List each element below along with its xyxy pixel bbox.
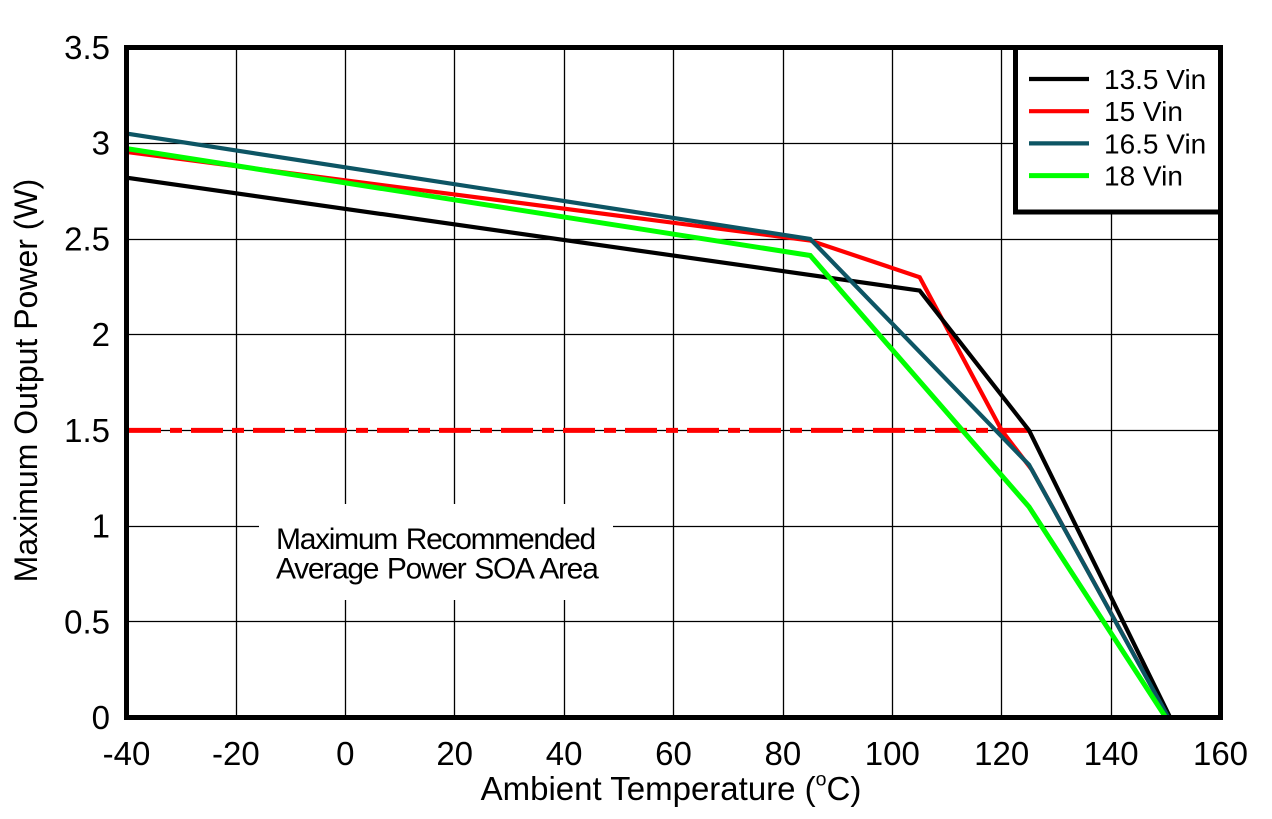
- svg-text:15 Vin: 15 Vin: [1104, 96, 1183, 127]
- svg-text:Average Power SOA Area: Average Power SOA Area: [276, 552, 599, 585]
- svg-text:Maximum Output Power (W): Maximum Output Power (W): [8, 179, 44, 583]
- svg-text:18 Vin: 18 Vin: [1104, 161, 1183, 192]
- svg-text:0: 0: [92, 699, 110, 736]
- svg-text:140: 140: [1084, 735, 1139, 772]
- svg-text:120: 120: [974, 735, 1029, 772]
- svg-text:16.5 Vin: 16.5 Vin: [1104, 128, 1206, 159]
- svg-text:40: 40: [546, 735, 583, 772]
- svg-text:13.5 Vin: 13.5 Vin: [1104, 64, 1206, 95]
- svg-text:1.5: 1.5: [64, 412, 110, 449]
- svg-text:0: 0: [336, 735, 354, 772]
- svg-text:0.5: 0.5: [64, 603, 110, 640]
- svg-text:Ambient Temperature (oC): Ambient Temperature (oC): [481, 769, 862, 808]
- svg-text:-20: -20: [212, 735, 260, 772]
- svg-text:-40: -40: [103, 735, 151, 772]
- svg-text:Maximum Recommended: Maximum Recommended: [276, 523, 595, 556]
- svg-text:80: 80: [765, 735, 802, 772]
- svg-text:160: 160: [1193, 735, 1248, 772]
- svg-text:20: 20: [436, 735, 473, 772]
- svg-text:1: 1: [92, 508, 110, 545]
- svg-text:2.5: 2.5: [64, 220, 110, 257]
- svg-text:3.5: 3.5: [64, 29, 110, 66]
- svg-text:100: 100: [865, 735, 920, 772]
- svg-text:2: 2: [92, 316, 110, 353]
- svg-text:60: 60: [655, 735, 692, 772]
- svg-text:3: 3: [92, 125, 110, 162]
